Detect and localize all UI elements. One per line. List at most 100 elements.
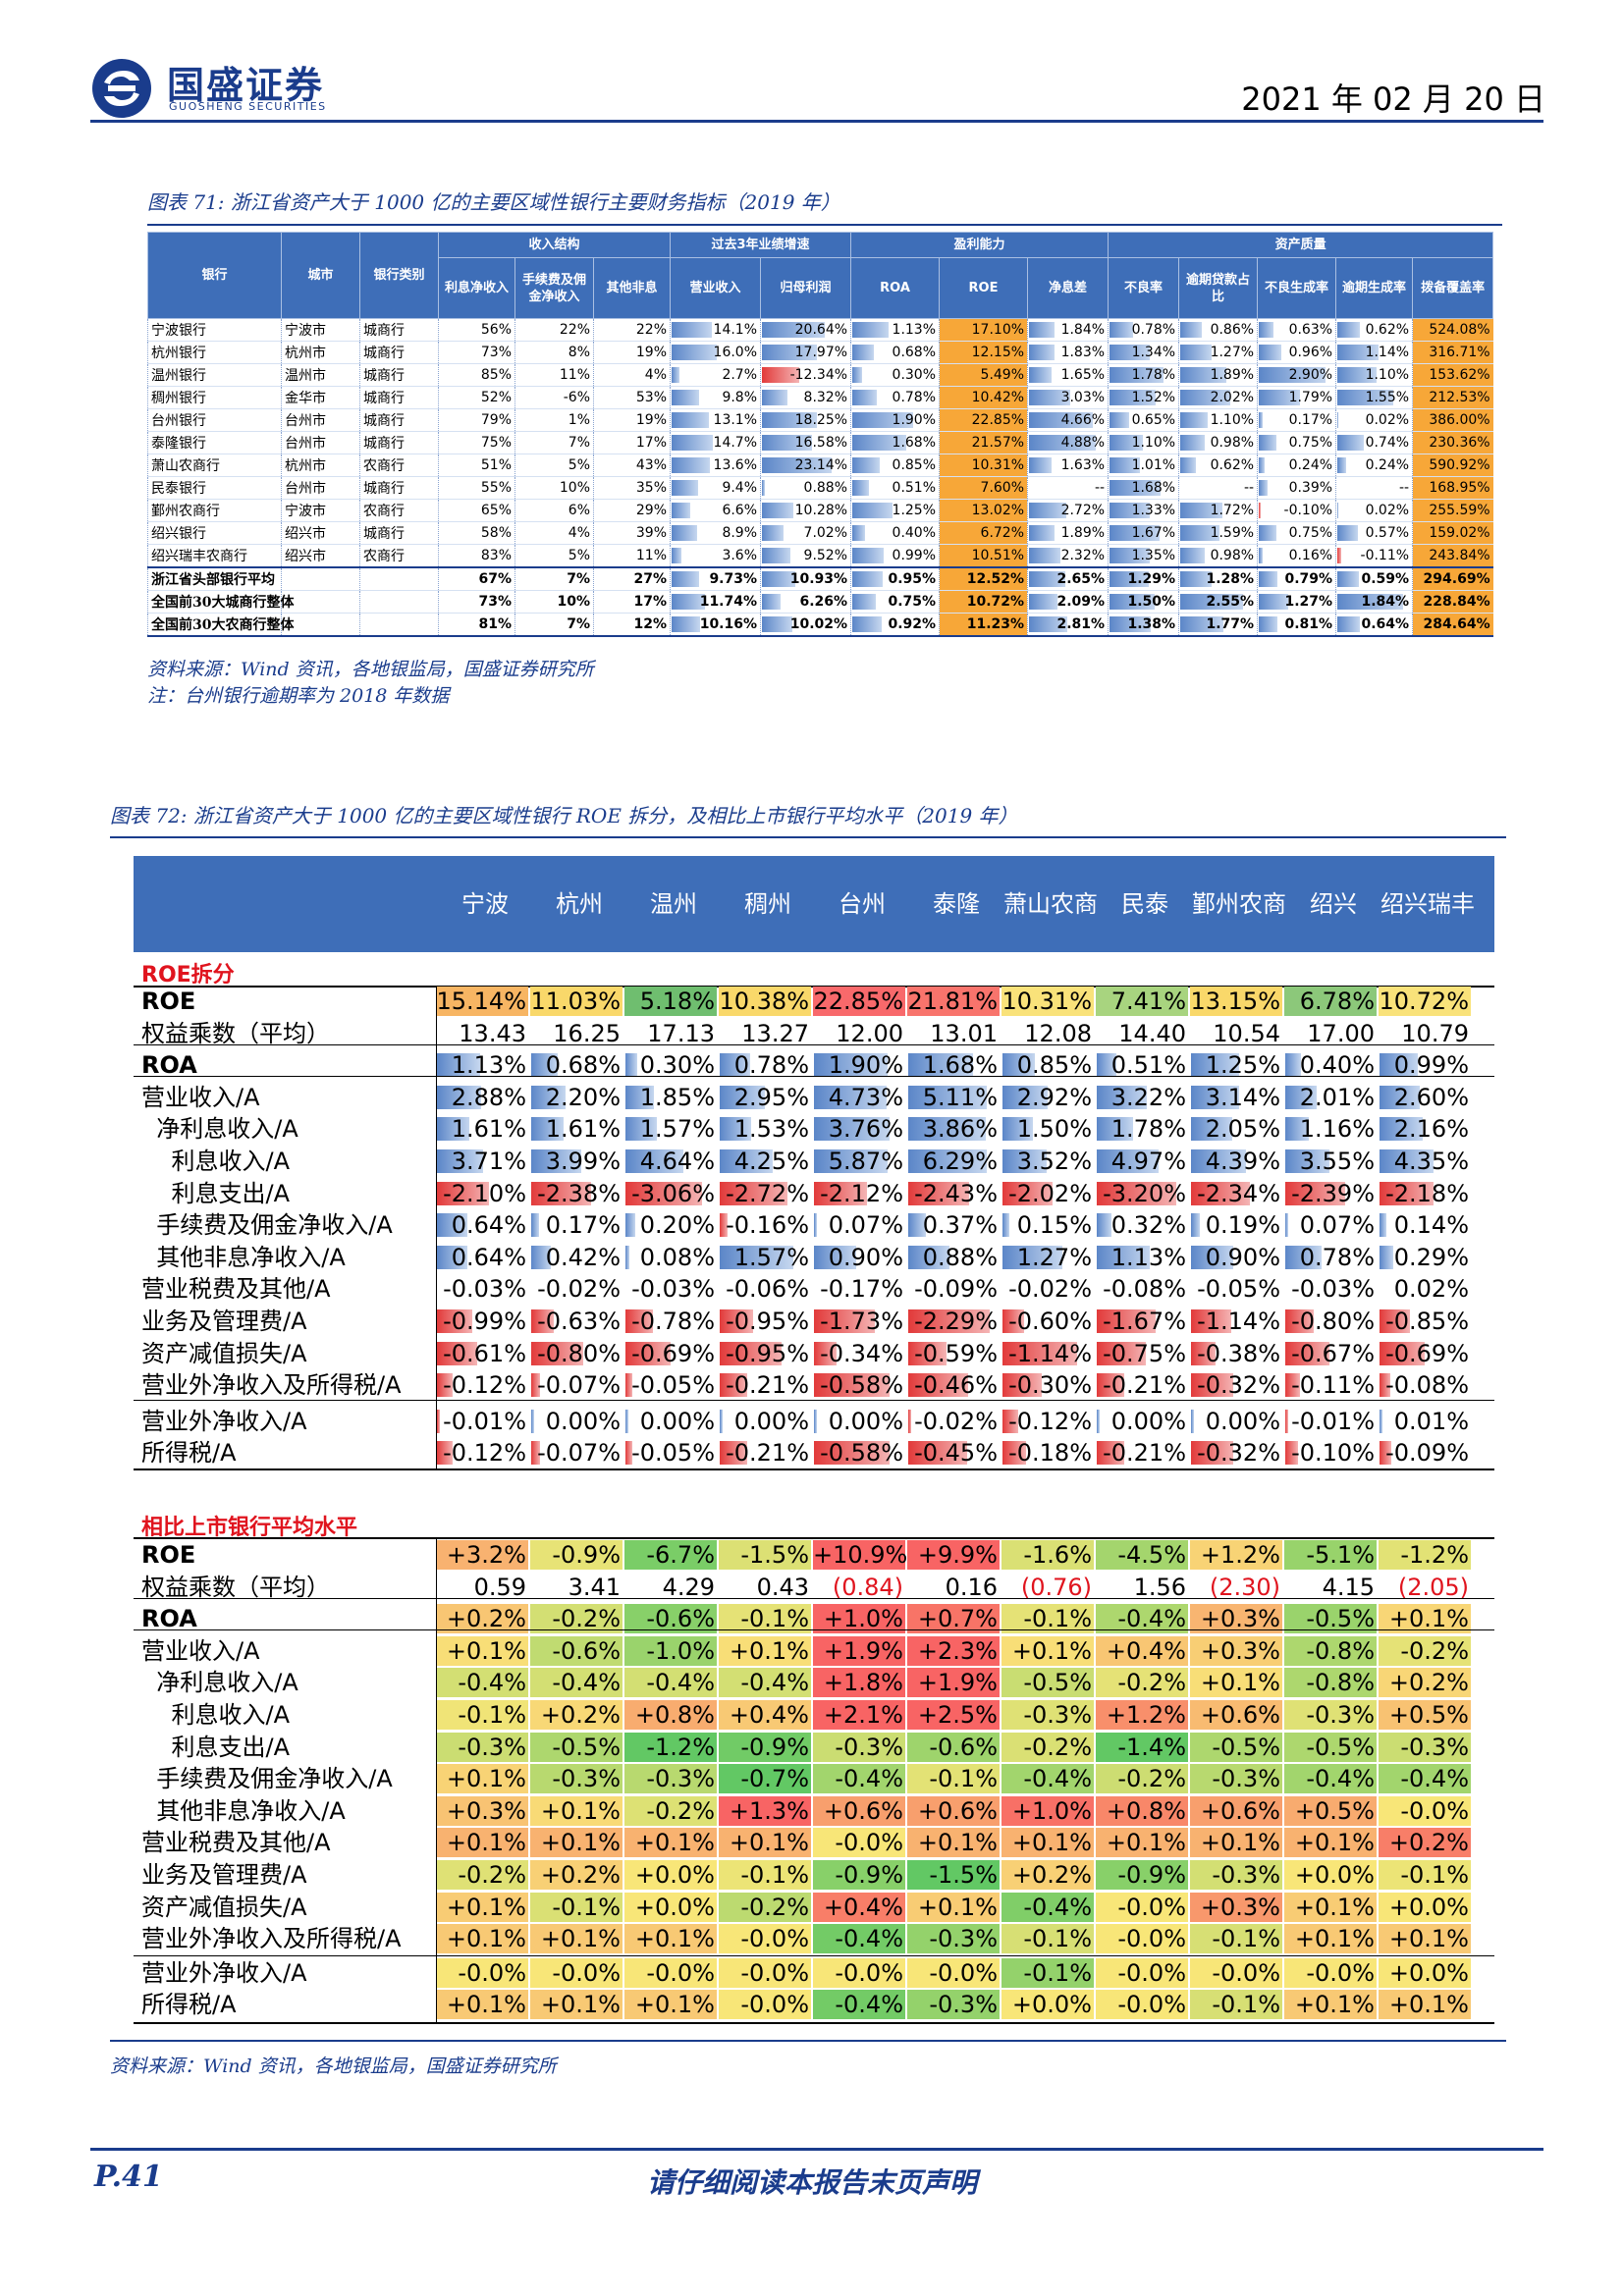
table-cell: 16.0% — [670, 341, 761, 364]
cell-value: -2.02% — [1008, 1179, 1092, 1207]
data-bar — [1029, 548, 1061, 563]
compare-cell: -0.4% — [813, 1990, 905, 2020]
compare-cell: -0.4% — [530, 1668, 623, 1698]
cell-value: -0.8% — [1306, 1636, 1375, 1665]
table-cell: 泰隆银行 — [147, 431, 282, 454]
table-cell: 萧山农商行 — [147, 454, 282, 477]
data-bar — [1097, 1341, 1146, 1365]
cell-value: -0.0% — [835, 1829, 903, 1857]
data-bar — [437, 1213, 467, 1238]
roe-cell: -2.10% — [436, 1179, 528, 1208]
table-row: 宁波银行 宁波市 城商行 56% 22% 22% 14.1% 20.64% 1.13% 17.10… — [147, 318, 1493, 342]
figure-71-rule — [147, 224, 1502, 226]
cell-value: -0.5% — [1212, 1733, 1280, 1761]
guosheng-logo-icon — [92, 59, 151, 118]
data-bar — [625, 1373, 632, 1398]
table-cell: 1.78% — [1108, 363, 1179, 387]
cell-value: 159.02% — [1429, 525, 1490, 541]
table-cell: 1.01% — [1108, 454, 1179, 477]
cell-value: -0.30% — [1008, 1371, 1092, 1400]
data-bar — [1002, 1441, 1026, 1466]
compare-cell: -0.0% — [1284, 1957, 1377, 1988]
table-cell: 1.63% — [1027, 454, 1109, 477]
table-cell: 73% — [438, 590, 515, 614]
roe-cell: -0.75% — [1096, 1339, 1188, 1368]
roe-cell: -0.02% — [1001, 1274, 1094, 1304]
table-cell: 1.35% — [1108, 544, 1179, 568]
table-cell — [281, 613, 360, 637]
group-header: 资产质量 — [1108, 232, 1494, 258]
compare-cell: +0.6% — [1190, 1795, 1282, 1826]
roe-cell: 1.90% — [813, 1050, 905, 1080]
cell-value: 10.31% — [1001, 988, 1092, 1015]
cell-value: +0.1% — [1200, 1669, 1280, 1697]
cell-value: +1.2% — [1200, 1541, 1280, 1569]
compare-cell: -0.3% — [1001, 1700, 1094, 1730]
compare-cell: -0.0% — [530, 1957, 623, 1988]
compare-cell: -0.1% — [1190, 1924, 1282, 1954]
cell-value: -0.03% — [443, 1275, 526, 1304]
cell-value: 2.55% — [1206, 594, 1255, 610]
cell-value: -0.21% — [726, 1439, 809, 1468]
data-bar — [852, 457, 880, 473]
roe-cell: 3.76% — [813, 1114, 905, 1144]
roe-row: 营业收入/A 2.88% 2.20% 1.85% 2.95% 4.73% 5.11% 2.92… — [134, 1082, 1494, 1113]
table-cell: 全国前30大城商行整体 — [147, 590, 294, 614]
cell-value: 0.29% — [1393, 1243, 1469, 1271]
roe-cell: 0.15% — [1001, 1210, 1094, 1240]
table-cell: 3.6% — [670, 544, 761, 568]
cell-value: -0.0% — [1400, 1796, 1469, 1825]
cell-value: +0.8% — [1106, 1796, 1186, 1825]
cell-value: +10.9% — [813, 1541, 908, 1569]
data-bar — [814, 1409, 817, 1433]
table-cell: 316.71% — [1412, 341, 1493, 364]
cell-value: 0.40% — [892, 525, 937, 541]
data-bar — [762, 322, 825, 338]
data-bar — [437, 1149, 484, 1173]
col-header: 拨备覆盖率 — [1412, 257, 1494, 319]
data-bar — [908, 1213, 926, 1238]
table-cell: 590.92% — [1412, 454, 1493, 477]
cell-value: 14.1% — [713, 322, 758, 338]
compare-row: 营业外净收入及所得税/A +0.1% +0.1% +0.1% -0.0% -0.4% -0.… — [134, 1923, 1494, 1954]
cell-value: 6.72% — [980, 525, 1025, 541]
table-cell: 绍兴市 — [281, 544, 360, 568]
roe-cell: -0.07% — [530, 1370, 623, 1400]
cell-value: 10.54 — [1213, 1019, 1280, 1047]
table-cell: 1.65% — [1027, 363, 1109, 387]
col-header: 不良生成率 — [1257, 257, 1337, 319]
roe-cell: 0.00% — [530, 1407, 623, 1436]
table-cell: 2.81% — [1027, 613, 1109, 637]
table-cell: 1.10% — [1108, 431, 1179, 454]
cell-value: -0.46% — [914, 1371, 998, 1400]
compare-cell: -0.0% — [719, 1924, 811, 1954]
data-bar — [1180, 457, 1196, 473]
cell-value: +0.2% — [1011, 1861, 1092, 1889]
compare-cell: -1.0% — [624, 1635, 717, 1666]
cell-value: 0.81% — [1284, 616, 1333, 632]
compare-cell: +0.7% — [907, 1604, 1000, 1634]
table-cell: 22.85% — [939, 408, 1028, 432]
compare-cell: +0.2% — [1001, 1860, 1094, 1890]
cell-value: +0.1% — [917, 1829, 998, 1857]
row-rule — [134, 1598, 1494, 1599]
cell-value: 67% — [478, 571, 512, 587]
data-bar — [1029, 345, 1055, 360]
table-cell: 2.02% — [1178, 386, 1258, 409]
roe-cell: 4.64% — [624, 1147, 717, 1176]
cell-value: +0.5% — [1388, 1701, 1469, 1729]
roe-cell: -0.95% — [719, 1307, 811, 1336]
data-bar — [1110, 322, 1133, 338]
table-cell: 绍兴瑞丰农商行 — [147, 544, 282, 568]
data-bar — [625, 1409, 628, 1433]
bank-column-header: 温州 — [650, 890, 697, 918]
cell-value: 0.98% — [1210, 548, 1255, 563]
compare-cell: -0.9% — [719, 1732, 811, 1762]
cell-value: -0.4% — [1400, 1765, 1469, 1793]
cell-value: +0.2% — [540, 1701, 621, 1729]
cell-value: 0.17% — [1288, 412, 1333, 428]
data-bar — [852, 548, 885, 563]
table-cell: 0.75% — [1257, 521, 1336, 545]
cell-value: -3.06% — [631, 1179, 715, 1207]
table-cell: 10% — [514, 590, 594, 614]
